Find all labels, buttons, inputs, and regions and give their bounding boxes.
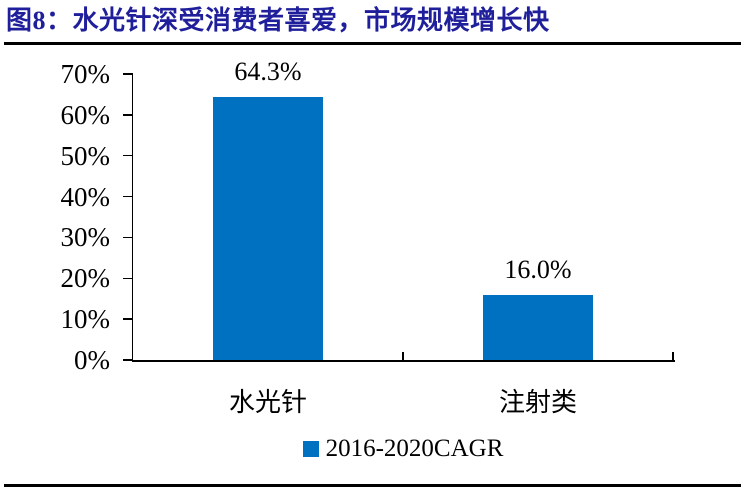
- y-tick-label: 10%: [60, 304, 111, 335]
- y-axis-tick: [123, 318, 133, 320]
- bar: [213, 97, 323, 360]
- legend-label: 2016-2020CAGR: [325, 435, 504, 462]
- category-label: 水光针: [228, 388, 307, 417]
- y-tick-label: 0%: [74, 345, 110, 375]
- bar-value-label: 64.3%: [234, 57, 302, 87]
- header-rule: [4, 42, 741, 45]
- y-tick-label: 60%: [60, 99, 111, 130]
- y-axis-tick: [123, 277, 133, 280]
- y-axis-tick: [123, 236, 133, 239]
- y-tick-label: 70%: [60, 59, 111, 89]
- figure-title: 图8：水光针深受消费者喜爱，市场规模增长快: [6, 6, 550, 35]
- bar-value-label: 16.0%: [504, 254, 572, 284]
- y-axis-tick: [123, 195, 133, 198]
- y-axis-tick: [123, 154, 133, 157]
- y-tick-label: 20%: [60, 263, 111, 294]
- category-boundary-tick: [672, 352, 674, 361]
- chart-legend: 2016-2020CAGR: [133, 435, 673, 462]
- y-axis-tick: [123, 114, 133, 116]
- category-label: 注射类: [498, 388, 577, 417]
- x-axis-line: [131, 360, 675, 362]
- y-axis-tick: [123, 359, 133, 361]
- footer-rule: [4, 484, 741, 487]
- legend-swatch: [302, 441, 319, 457]
- y-axis-tick: [123, 73, 133, 75]
- bar: [483, 294, 593, 360]
- y-axis-line: [131, 74, 133, 362]
- category-boundary-tick: [402, 352, 404, 361]
- y-tick-label: 50%: [60, 140, 111, 171]
- y-tick-label: 30%: [60, 222, 111, 253]
- y-tick-label: 40%: [60, 181, 111, 212]
